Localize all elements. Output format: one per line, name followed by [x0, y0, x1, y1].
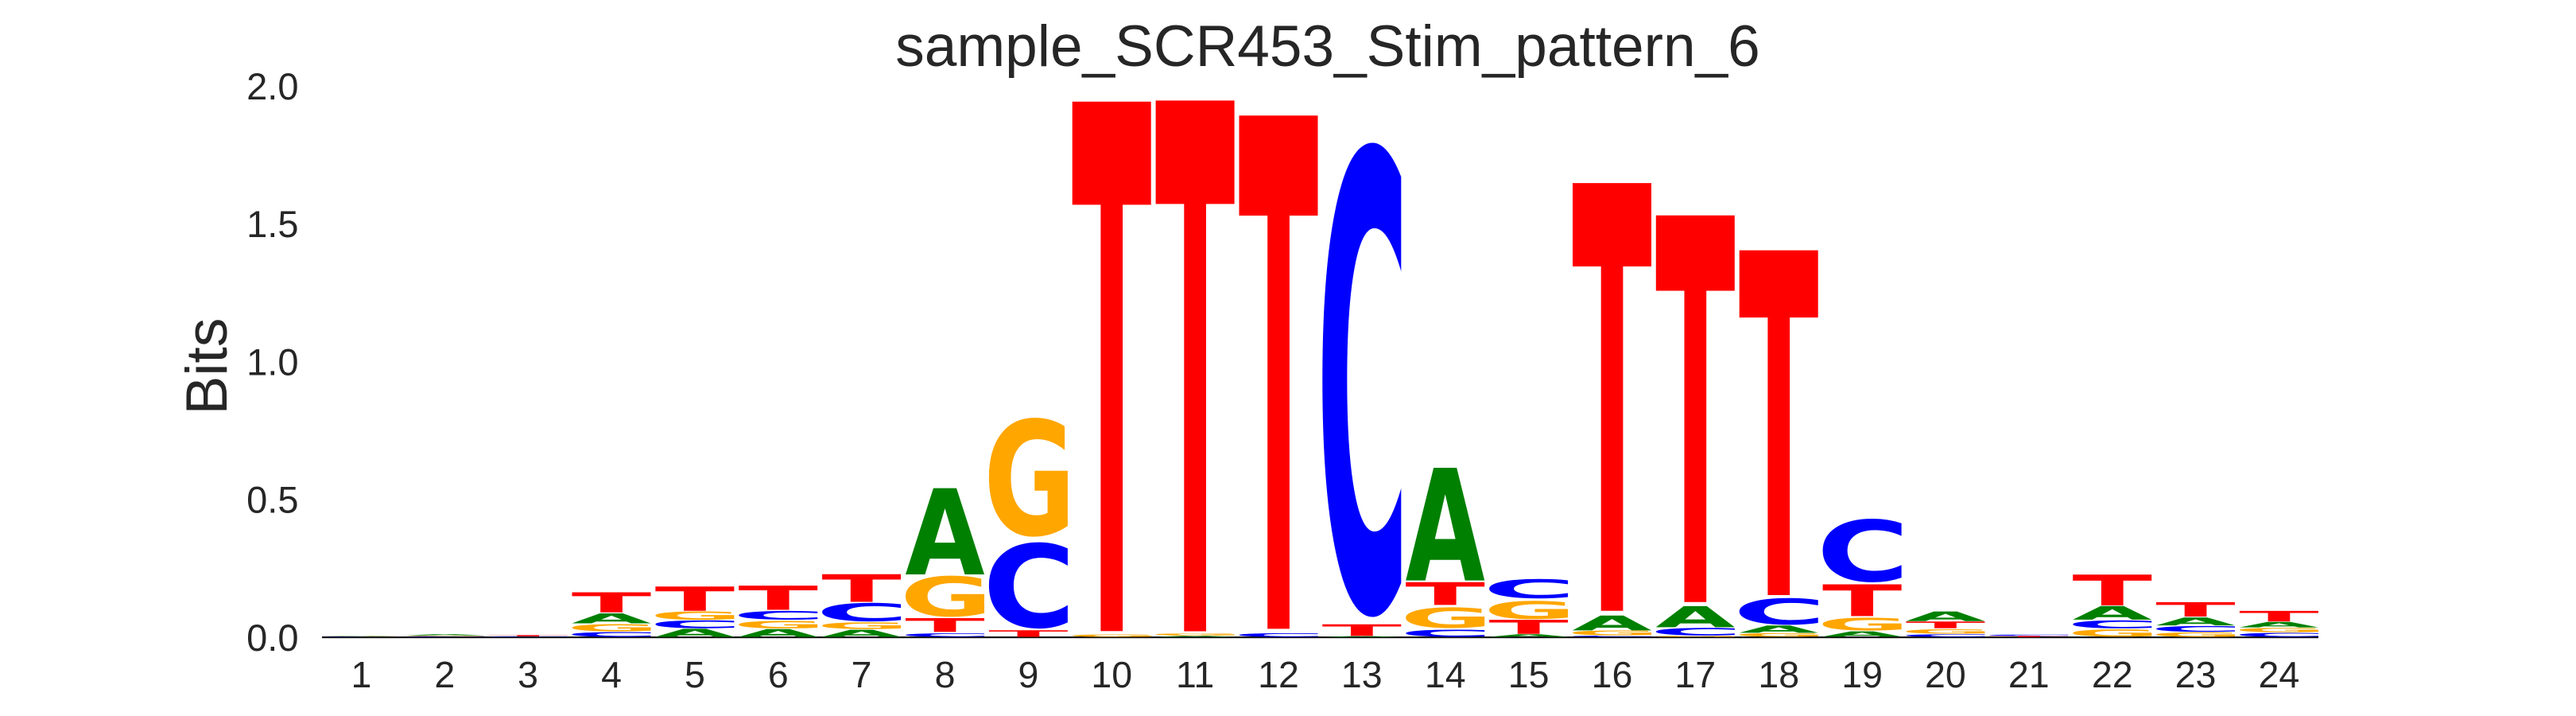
svg-text:13: 13: [1341, 654, 1383, 695]
svg-text:10: 10: [1091, 654, 1132, 695]
svg-text:7: 7: [852, 654, 872, 695]
svg-text:0.0: 0.0: [246, 617, 298, 659]
svg-text:14: 14: [1425, 654, 1466, 695]
svg-text:12: 12: [1258, 654, 1299, 695]
svg-text:5: 5: [685, 654, 705, 695]
svg-text:3: 3: [518, 654, 538, 695]
svg-text:1.5: 1.5: [246, 203, 298, 245]
svg-text:1.0: 1.0: [246, 341, 298, 383]
svg-text:6: 6: [768, 654, 789, 695]
svg-text:15: 15: [1508, 654, 1550, 695]
svg-text:24: 24: [2259, 654, 2300, 695]
svg-text:18: 18: [1758, 654, 1799, 695]
svg-text:2.0: 2.0: [246, 65, 298, 107]
svg-text:22: 22: [2092, 654, 2133, 695]
svg-text:17: 17: [1674, 654, 1716, 695]
svg-text:21: 21: [2008, 654, 2050, 695]
svg-text:23: 23: [2175, 654, 2217, 695]
svg-text:9: 9: [1018, 654, 1038, 695]
svg-text:2: 2: [434, 654, 455, 695]
svg-text:Bits: Bits: [175, 318, 239, 415]
svg-text:1: 1: [351, 654, 371, 695]
svg-text:sample_SCR453_Stim_pattern_6: sample_SCR453_Stim_pattern_6: [895, 14, 1760, 79]
svg-text:16: 16: [1592, 654, 1633, 695]
svg-text:19: 19: [1841, 654, 1883, 695]
svg-text:20: 20: [1925, 654, 1966, 695]
svg-text:0.5: 0.5: [246, 479, 298, 521]
svg-text:4: 4: [601, 654, 622, 695]
svg-text:8: 8: [935, 654, 956, 695]
svg-text:11: 11: [1176, 654, 1214, 695]
